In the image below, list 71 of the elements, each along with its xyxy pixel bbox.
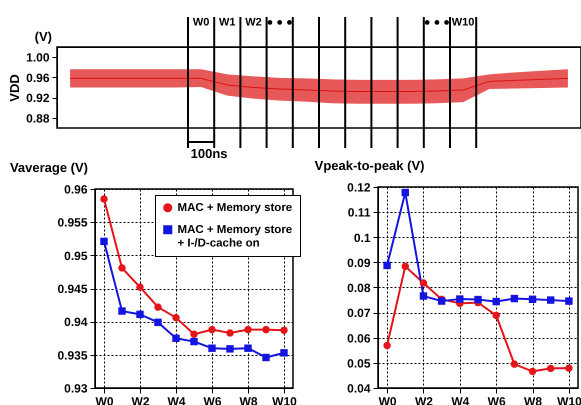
y-tick-label: 0.04 — [347, 382, 371, 396]
legend-label: MAC + Memory store + I-/D-cache on — [178, 224, 292, 250]
y-tick-label: 0.1 — [354, 230, 371, 245]
chart-title: Vaverage (V) — [10, 160, 88, 175]
point — [172, 314, 180, 322]
point — [136, 310, 144, 318]
point — [383, 342, 391, 350]
point — [244, 344, 252, 352]
point — [226, 329, 234, 337]
point — [190, 330, 198, 338]
text: 100ns — [190, 146, 228, 161]
y-tick-label: 0.945 — [57, 282, 88, 296]
point — [136, 283, 144, 291]
x-tick-label: W1 — [219, 16, 236, 28]
point — [492, 298, 500, 306]
chart-title: Vpeak-to-peak (V) — [314, 158, 424, 173]
y-tick-label: 1.00 — [26, 50, 50, 65]
point — [474, 296, 482, 304]
point — [456, 295, 464, 303]
point — [226, 345, 234, 353]
y-tick-label: 0.08 — [347, 281, 371, 295]
point — [154, 318, 162, 326]
point — [172, 334, 180, 342]
x-tick-label: W0 — [192, 16, 210, 28]
y-tick-label: 0.12 — [347, 180, 371, 194]
point — [383, 262, 391, 270]
y-tick-label: 0.92 — [26, 91, 50, 106]
point — [547, 296, 554, 304]
y-axis-title: VDD — [7, 74, 22, 102]
text: (V) — [34, 29, 52, 44]
y-tick-label: 0.05 — [347, 356, 371, 370]
point — [100, 195, 108, 203]
y-tick-label: 0.11 — [348, 206, 371, 220]
point — [528, 296, 536, 304]
point — [190, 338, 198, 346]
y-tick-label: 0.955 — [57, 216, 88, 230]
x-tick-label: W2 — [245, 16, 262, 28]
y-tick-label: 0.95 — [64, 248, 88, 263]
point — [244, 326, 252, 334]
point — [402, 262, 409, 270]
point — [402, 188, 409, 196]
legend-label: MAC + Memory store — [178, 202, 292, 214]
y-tick-label: 0.93 — [64, 382, 88, 396]
point — [118, 264, 126, 272]
point — [280, 349, 288, 357]
point — [528, 368, 536, 376]
point — [420, 279, 428, 287]
point — [100, 238, 108, 246]
y-tick-label: 0.06 — [347, 331, 371, 346]
point — [565, 364, 573, 372]
y-tick-label: 0.88 — [26, 111, 50, 126]
x-tick-label: W10 — [452, 16, 474, 28]
y-tick-label: 0.96 — [64, 182, 88, 196]
point — [565, 297, 573, 305]
point — [492, 312, 500, 320]
point — [154, 303, 162, 311]
point — [280, 326, 288, 334]
y-tick-label: 0.935 — [57, 348, 88, 362]
point — [510, 294, 518, 302]
y-tick-label: 0.94 — [64, 315, 88, 330]
point — [547, 364, 554, 372]
point — [510, 360, 518, 368]
y-tick-label: 0.96 — [26, 70, 50, 85]
point — [420, 292, 428, 300]
point — [208, 344, 216, 352]
point — [262, 326, 270, 334]
x-tick-label: ● ● ● — [266, 16, 293, 28]
point — [118, 307, 126, 315]
y-tick-label: 0.07 — [347, 306, 371, 320]
y-tick-label: 0.09 — [347, 256, 371, 270]
point — [208, 326, 216, 334]
